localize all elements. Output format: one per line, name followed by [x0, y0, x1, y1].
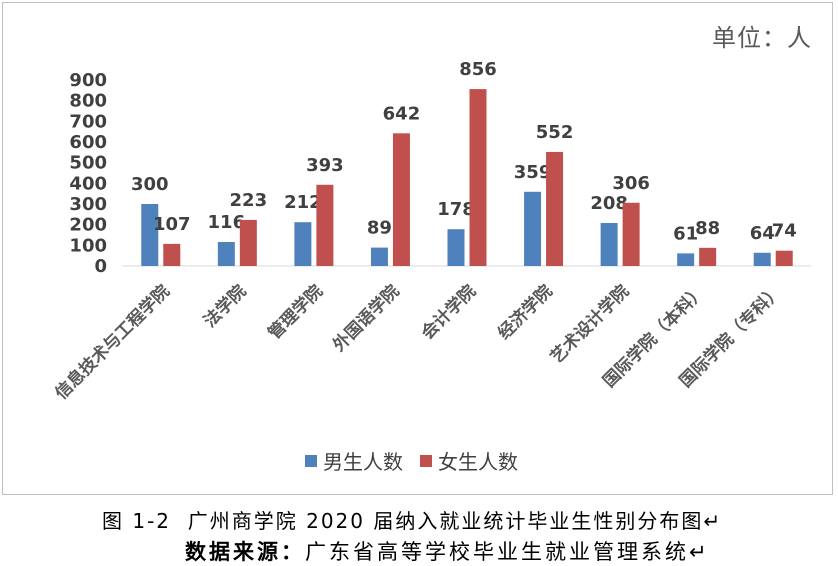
- bar-male: [141, 204, 159, 266]
- source-label: 数据来源：: [185, 540, 305, 564]
- legend-swatch: [305, 455, 317, 467]
- bar-female: [622, 202, 640, 266]
- x-tick-label: 法学院: [199, 281, 250, 332]
- data-label: 89: [367, 218, 392, 239]
- figure-caption: 图 1-2 广州商学院 2020 届纳入就业统计毕业生性别分布图↵: [102, 509, 723, 533]
- bar-male: [753, 252, 771, 266]
- data-label: 178: [437, 199, 475, 220]
- source-text: 广东省高等学校毕业生就业管理系统↵: [305, 540, 710, 564]
- data-label: 223: [230, 190, 268, 211]
- data-label: 64: [750, 223, 775, 244]
- x-tick-label: 会计学院: [417, 281, 480, 344]
- legend-label: 女生人数: [438, 450, 518, 474]
- data-label: 856: [459, 59, 497, 80]
- y-tick-label: 800: [69, 91, 107, 112]
- bar-male: [524, 191, 542, 266]
- y-tick-label: 200: [69, 215, 107, 236]
- bar-female: [239, 219, 257, 266]
- data-label: 393: [306, 155, 344, 176]
- y-tick-label: 600: [69, 132, 107, 153]
- legend-label: 男生人数: [323, 450, 403, 474]
- y-tick-label: 900: [69, 70, 107, 91]
- y-tick-label: 300: [69, 194, 107, 215]
- data-label: 642: [383, 103, 421, 124]
- data-label: 116: [208, 212, 246, 233]
- y-tick-label: 700: [69, 111, 107, 132]
- x-tick-label: 外国语学院: [329, 281, 404, 356]
- bar-male: [447, 229, 465, 266]
- bar-female: [316, 184, 334, 266]
- data-label: 88: [695, 218, 720, 239]
- bar-female: [163, 243, 181, 266]
- y-tick-label: 100: [69, 235, 107, 256]
- data-label: 359: [514, 162, 552, 183]
- data-label: 552: [536, 122, 574, 143]
- x-tick-label: 管理学院: [264, 281, 327, 344]
- bar-male: [294, 222, 312, 266]
- legend-swatch: [420, 455, 432, 467]
- x-tick-label: 经济学院: [494, 281, 557, 344]
- bar-male: [600, 223, 618, 266]
- unit-label: 单位：人: [712, 24, 812, 52]
- y-tick-label: 0: [94, 256, 107, 277]
- data-label: 300: [131, 174, 169, 195]
- data-label: 212: [284, 192, 322, 213]
- chart-frame: [2, 2, 833, 495]
- bar-female: [546, 151, 564, 266]
- y-tick-label: 400: [69, 173, 107, 194]
- x-tick-label: 艺术设计学院: [546, 281, 633, 368]
- source-caption: 数据来源：广东省高等学校毕业生就业管理系统↵: [185, 536, 710, 566]
- bar-male: [217, 242, 235, 266]
- chart-canvas: 0100200300400500600700800900300107信息技术与工…: [51, 59, 811, 474]
- data-label: 208: [590, 193, 628, 214]
- bar-female: [392, 133, 410, 266]
- data-label: 306: [612, 173, 650, 194]
- bar-male: [370, 247, 388, 266]
- bar-female: [775, 250, 793, 266]
- bar-female: [699, 247, 717, 266]
- x-tick-label: 信息技术与工程学院: [51, 281, 174, 404]
- bar-male: [677, 253, 695, 266]
- data-label: 61: [673, 223, 698, 244]
- y-tick-label: 500: [69, 153, 107, 174]
- bar-female: [469, 89, 487, 267]
- data-label: 107: [153, 214, 191, 235]
- data-label: 74: [772, 221, 797, 242]
